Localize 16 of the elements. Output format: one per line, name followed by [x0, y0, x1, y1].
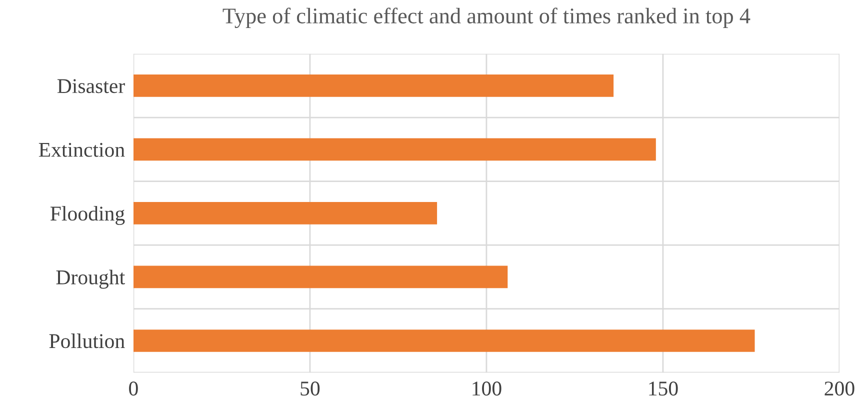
- bar: [133, 330, 755, 352]
- y-tick-label: Disaster: [57, 79, 125, 94]
- x-tick-label: 100: [472, 382, 502, 396]
- bar: [133, 266, 508, 288]
- bar: [133, 138, 656, 161]
- x-tick-label: 50: [300, 382, 320, 396]
- x-tick-label: 0: [129, 382, 138, 396]
- y-tick-label: Extinction: [38, 142, 125, 157]
- bar: [133, 74, 614, 97]
- x-tick-label: 200: [824, 382, 854, 396]
- y-tick-label: Drought: [56, 270, 125, 289]
- y-tick-label: Pollution: [49, 333, 125, 348]
- bar: [133, 202, 438, 224]
- chart-title: Type of climatic effect and amount of times ranked in top 4: [222, 8, 750, 28]
- x-tick-label: 150: [649, 382, 678, 396]
- y-tick-label: Flooding: [50, 206, 125, 225]
